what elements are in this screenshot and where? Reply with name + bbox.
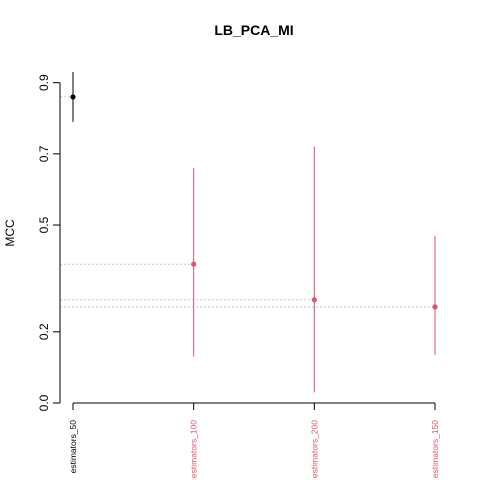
y-tick-label: 0.7 bbox=[37, 145, 51, 162]
y-tick-label: 0.5 bbox=[37, 216, 51, 233]
x-tick-label: estimators_150 bbox=[430, 420, 440, 478]
point-estimators_200 bbox=[311, 297, 317, 303]
point-estimators_150 bbox=[432, 304, 438, 310]
y-tick-label: 0.9 bbox=[37, 74, 51, 91]
y-tick-label: 0.2 bbox=[37, 323, 51, 340]
reference-lines bbox=[60, 96, 435, 308]
y-tick-label: 0.0 bbox=[37, 394, 51, 411]
x-tick-label: estimators_100 bbox=[189, 420, 199, 478]
x-axis: estimators_50 estimators_100 estimators_20… bbox=[68, 402, 440, 478]
point-estimators_100 bbox=[191, 261, 197, 267]
y-axis-label: MCC bbox=[3, 219, 17, 247]
point-estimators_50 bbox=[70, 94, 76, 100]
chart-title: LB_PCA_MI bbox=[214, 22, 293, 38]
y-axis: 0.0 0.2 0.5 0.7 0.9 bbox=[37, 74, 61, 411]
x-tick-label: estimators_200 bbox=[309, 420, 319, 478]
data-marks bbox=[70, 72, 438, 393]
x-tick-label: estimators_50 bbox=[68, 420, 78, 474]
